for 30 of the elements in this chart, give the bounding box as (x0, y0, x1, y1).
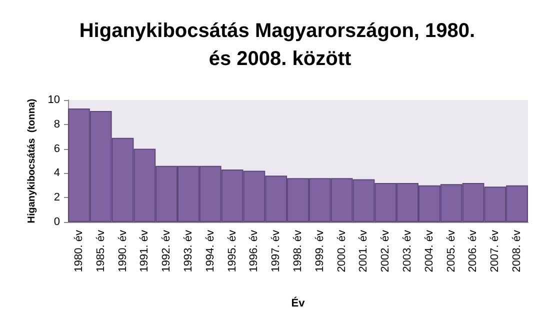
chart-title: Higanykibocsátás Magyarországon, 1980. és 2008. között (79, 20, 481, 70)
y-tick-label: 2 (54, 192, 60, 204)
y-tick-label: 0 (54, 216, 60, 228)
x-tick-label: 1995. év (226, 230, 238, 272)
y-tick-label: 10 (48, 94, 60, 106)
y-tick-label: 4 (54, 167, 60, 180)
x-tick-label: 1985. év (94, 230, 107, 272)
x-tick-label: 1998. év (292, 230, 304, 272)
x-tick-label: 1991. év (138, 230, 151, 272)
x-tick-label: 2000. év (336, 230, 348, 272)
x-axis-title: Év (291, 296, 306, 310)
x-tick-label: 1996. év (248, 230, 260, 272)
x-tick-label: 2001. év (358, 230, 370, 272)
x-tick-label: 2004. év (423, 230, 436, 272)
y-tick-label: 8 (54, 118, 60, 130)
x-tick-label: 1990. év (116, 230, 129, 272)
y-axis-title: Higanykibocsátás (tonna) (26, 98, 38, 224)
x-tick-label: 2002. év (380, 230, 392, 272)
x-tick-label: 2005. év (445, 230, 458, 272)
x-tick-label: 1993. év (182, 230, 194, 272)
x-tick-label: 1994. év (204, 230, 216, 272)
x-tick-label: 2008. év (511, 230, 524, 272)
x-tick-label: 2006. év (467, 230, 480, 272)
x-tick-label: 1980. év (72, 230, 85, 272)
x-tick-label: 2007. év (489, 230, 502, 272)
y-tick-label: 6 (54, 142, 60, 155)
x-tick-label: 1997. év (270, 230, 282, 272)
x-tick-label: 2003. év (402, 230, 414, 272)
x-tick-label: 1999. év (314, 230, 326, 272)
x-tick-label: 1992. év (160, 230, 173, 272)
